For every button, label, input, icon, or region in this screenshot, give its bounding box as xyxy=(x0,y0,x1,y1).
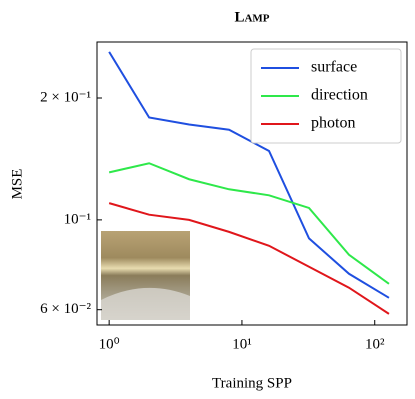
inset-highlight xyxy=(101,287,190,320)
y-tick-label: 6 × 10⁻² xyxy=(40,301,91,317)
inset-image xyxy=(101,231,190,320)
series-line xyxy=(108,162,390,285)
y-tick-label: 10⁻¹ xyxy=(64,211,91,227)
legend-label: direction xyxy=(311,87,368,104)
legend-box xyxy=(250,48,402,144)
x-tick-label: 10² xyxy=(365,336,385,352)
legend: surface direction photon xyxy=(250,48,402,144)
y-axis-label: MSE xyxy=(9,169,25,200)
x-tick-label: 10⁰ xyxy=(99,336,120,352)
plot-frame xyxy=(96,41,408,326)
y-tick-label: 2 × 10⁻¹ xyxy=(40,89,91,105)
series-line xyxy=(108,202,390,315)
x-axis-label: Training SPP xyxy=(212,375,292,391)
chart-title: Lamp xyxy=(234,9,269,25)
x-tick-label: 10¹ xyxy=(232,336,252,352)
series-line xyxy=(108,51,390,299)
legend-label: surface xyxy=(311,59,357,76)
legend-label: photon xyxy=(311,115,355,132)
